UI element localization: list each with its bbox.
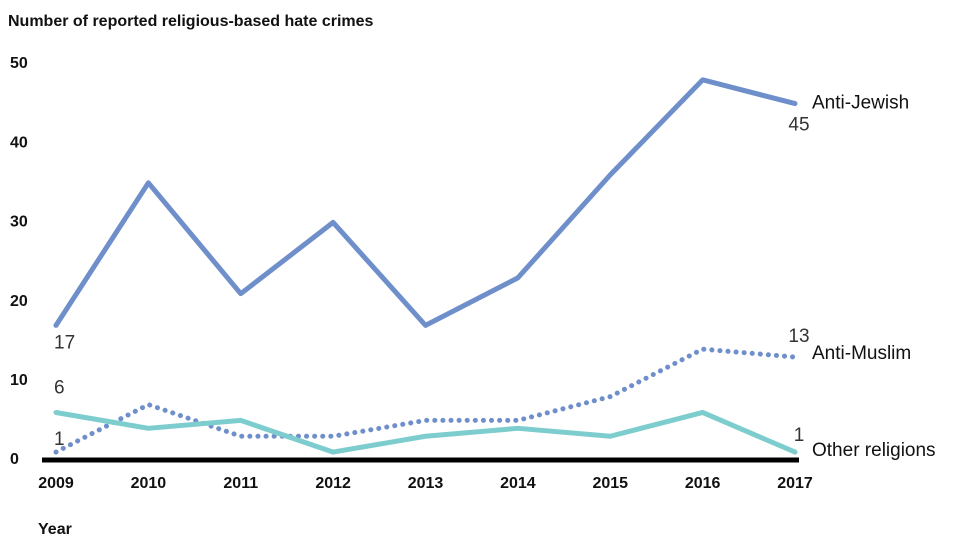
legend-label: Anti-Muslim [812, 343, 911, 364]
series-line [53, 77, 798, 328]
y-tick-label: 10 [10, 372, 28, 389]
x-tick-label: 2013 [408, 475, 444, 492]
y-tick-label: 40 [10, 134, 28, 151]
y-tick-label: 30 [10, 214, 28, 231]
data-label: 6 [54, 377, 65, 398]
x-tick-label: 2010 [131, 475, 167, 492]
x-tick-label: 2017 [777, 475, 813, 492]
data-label: 1 [54, 429, 65, 450]
legend-label: Anti-Jewish [812, 93, 909, 114]
y-tick-label: 50 [10, 55, 28, 72]
y-tick-label: 20 [10, 293, 28, 310]
chart-title: Number of reported religious-based hate … [8, 13, 374, 30]
x-tick-label: 2009 [38, 475, 74, 492]
x-tick-label: 2011 [223, 475, 258, 492]
x-tick-label: 2016 [685, 475, 721, 492]
data-label: 13 [788, 326, 809, 347]
x-axis-label: Year [38, 521, 72, 538]
x-tick-label: 2012 [315, 475, 351, 492]
x-tick-label: 2015 [592, 475, 628, 492]
legend-label: Other religions [812, 440, 936, 461]
x-tick-label: 2014 [500, 475, 536, 492]
series-line [53, 409, 798, 455]
data-label: 17 [54, 332, 75, 353]
data-label: 1 [794, 425, 805, 446]
y-tick-label: 0 [10, 451, 19, 468]
series-line [53, 346, 798, 455]
data-label: 45 [788, 115, 809, 136]
